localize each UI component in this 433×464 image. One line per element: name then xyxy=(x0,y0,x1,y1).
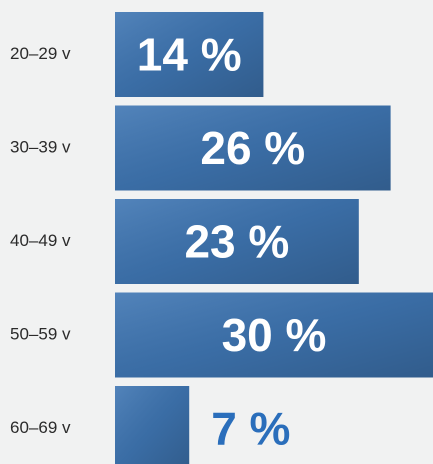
bar-shade xyxy=(115,386,189,464)
value-label: 30 % xyxy=(222,309,327,361)
value-label: 14 % xyxy=(137,29,242,81)
category-label: 50–59 v xyxy=(10,324,71,343)
category-label: 30–39 v xyxy=(10,137,71,156)
page: {"chart_data": {"type": "bar", "orientat… xyxy=(0,0,433,464)
category-label: 20–29 v xyxy=(10,44,71,63)
chart: 20–29 v 14 % 30–39 v 26 % 40–49 v 23 % 50–59 v… xyxy=(0,0,433,464)
value-label: 23 % xyxy=(184,216,289,268)
value-label: 7 % xyxy=(211,403,290,455)
value-label: 26 % xyxy=(200,122,305,174)
category-label: 40–49 v xyxy=(10,231,71,250)
category-label: 60–69 v xyxy=(10,418,71,437)
